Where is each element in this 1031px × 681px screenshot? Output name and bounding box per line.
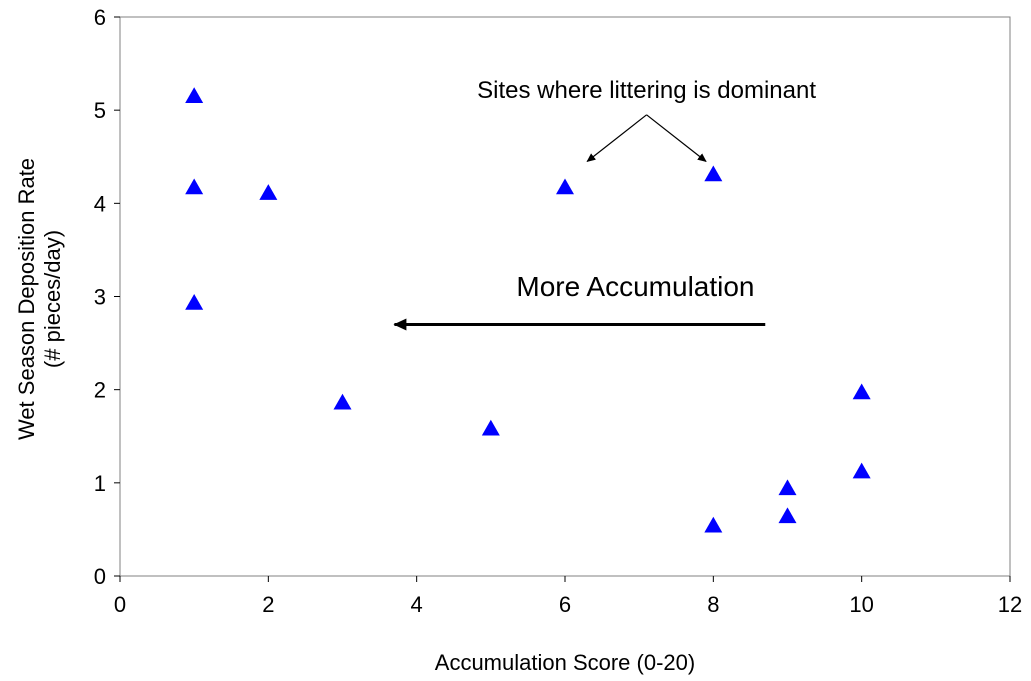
data-point-triangle xyxy=(481,419,500,436)
data-points xyxy=(185,87,871,533)
data-point-triangle xyxy=(185,178,204,195)
data-point-triangle xyxy=(778,479,797,496)
x-tick-label: 10 xyxy=(849,592,873,617)
y-axis-title-line2: (# pieces/day) xyxy=(40,230,65,368)
annotation-littering-arrow xyxy=(646,114,707,163)
y-tick-label: 6 xyxy=(94,5,106,30)
data-point-triangle xyxy=(185,87,204,103)
data-point-triangle xyxy=(778,507,797,524)
annotation-littering-label: Sites where littering is dominant xyxy=(477,77,816,104)
y-tick-label: 1 xyxy=(94,471,106,496)
data-point-triangle xyxy=(852,383,871,400)
y-tick-label: 4 xyxy=(94,191,106,216)
data-point-triangle xyxy=(185,294,204,310)
x-axis-title: Accumulation Score (0-20) xyxy=(435,650,695,675)
x-tick-label: 12 xyxy=(998,592,1022,617)
y-axis-title-line1: Wet Season Deposition Rate xyxy=(14,158,39,440)
y-tick-label: 5 xyxy=(94,98,106,123)
x-tick-label: 4 xyxy=(411,592,423,617)
y-tick-label: 0 xyxy=(94,564,106,589)
data-point-triangle xyxy=(704,165,723,182)
y-tick-label: 2 xyxy=(94,378,106,403)
y-tick-label: 3 xyxy=(94,285,106,310)
x-tick-label: 2 xyxy=(262,592,274,617)
annotation-accumulation-label: More Accumulation xyxy=(516,271,754,302)
data-point-triangle xyxy=(556,178,574,195)
x-tick-label: 6 xyxy=(559,592,571,617)
x-tick-label: 0 xyxy=(114,592,126,617)
data-point-triangle xyxy=(852,462,871,479)
data-point-triangle xyxy=(333,393,352,410)
data-point-triangle xyxy=(704,516,723,533)
data-point-triangle xyxy=(259,184,278,200)
x-tick-label: 8 xyxy=(707,592,719,617)
annotation-littering-arrow xyxy=(586,114,647,163)
annotations: Sites where littering is dominant More Ac… xyxy=(393,77,816,331)
